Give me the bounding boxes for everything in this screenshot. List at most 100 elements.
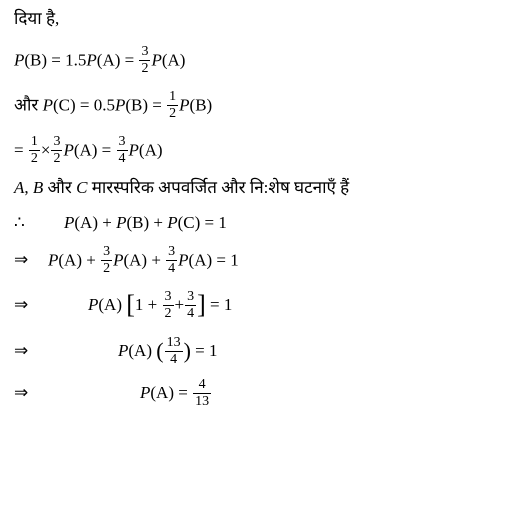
eq1-2: × — [41, 140, 51, 159]
pb-1: P — [14, 50, 24, 69]
i3-2: (A) — [128, 341, 156, 360]
frac-den: 2 — [29, 151, 40, 166]
therefore-symbol: ∴ — [14, 210, 48, 236]
frac-den: 2 — [51, 151, 62, 166]
i1-6: (A) = 1 — [189, 250, 239, 269]
th-4: (B) + — [126, 213, 167, 232]
frac-num: 3 — [51, 135, 62, 151]
mu-5: C — [76, 178, 87, 197]
frac-num: 3 — [163, 290, 174, 306]
line-imply2: ⇒P(A) [1 + 32+34] = 1 — [14, 287, 492, 326]
frac-den: 4 — [185, 306, 196, 321]
pb-6: (A) — [162, 50, 186, 69]
mu-1: A — [14, 178, 24, 197]
pc-4: P — [115, 95, 125, 114]
frac-3-4c: 34 — [185, 290, 196, 321]
i4-2: (A) = — [150, 383, 192, 402]
frac-3-2b: 32 — [51, 135, 62, 166]
eq1-6: (A) — [139, 140, 163, 159]
pb-3: P — [86, 50, 96, 69]
frac-den: 4 — [166, 261, 177, 276]
frac-3-2d: 32 — [163, 290, 174, 321]
imply-symbol-1: ⇒ — [14, 247, 48, 273]
frac-den: 2 — [163, 306, 174, 321]
line-pc: और P(C) = 0.5P(B) = 12P(B) — [14, 91, 492, 122]
i3-3: = 1 — [191, 341, 218, 360]
i2-3: 1 + — [135, 295, 162, 314]
frac-num: 3 — [139, 45, 150, 61]
i2-wrap: P(A) [1 + 32+34] = 1 — [48, 295, 232, 314]
line-imply3: ⇒P(A) (134) = 1 — [14, 336, 492, 369]
frac-3-2: 32 — [139, 45, 150, 76]
i2-1: P — [88, 295, 98, 314]
imply-symbol-4: ⇒ — [14, 380, 48, 406]
i2-4: + — [175, 295, 185, 314]
line-imply1: ⇒P(A) + 32P(A) + 34P(A) = 1 — [14, 246, 492, 277]
i1-2: (A) + — [58, 250, 100, 269]
frac-num: 4 — [193, 378, 211, 394]
frac-3-4b: 34 — [166, 245, 177, 276]
lparen: ( — [156, 334, 163, 367]
line-pb: P(B) = 1.5P(A) = 32P(A) — [14, 46, 492, 77]
frac-13-4: 134 — [165, 336, 183, 367]
pb-2: (B) = 1.5 — [24, 50, 86, 69]
i1-5: P — [178, 250, 188, 269]
eq1-5: P — [129, 140, 139, 159]
frac-1-2b: 12 — [29, 135, 40, 166]
frac-num: 3 — [117, 135, 128, 151]
frac-num: 13 — [165, 336, 183, 352]
frac-1-2: 12 — [167, 90, 178, 121]
eq1-1: = — [14, 140, 28, 159]
pb-5: P — [151, 50, 161, 69]
th-6: (C) = 1 — [178, 213, 227, 232]
line-imply4: ⇒P(A) = 413 — [14, 379, 492, 410]
frac-3-4: 34 — [117, 135, 128, 166]
frac-den: 4 — [117, 151, 128, 166]
eq1-3: P — [63, 140, 73, 159]
th-1: P — [64, 213, 74, 232]
pb-4: (A) = — [97, 50, 139, 69]
frac-den: 2 — [101, 261, 112, 276]
i3-1: P — [118, 341, 128, 360]
frac-den: 2 — [139, 61, 150, 76]
lbracket: [ — [126, 285, 135, 324]
imply-symbol-3: ⇒ — [14, 338, 48, 364]
frac-den: 2 — [167, 106, 178, 121]
pc-7: (B) — [190, 95, 213, 114]
frac-num: 3 — [185, 290, 196, 306]
frac-4-13: 413 — [193, 378, 211, 409]
text-given: दिया है, — [14, 9, 59, 28]
frac-den: 4 — [165, 352, 183, 367]
rbracket: ] — [197, 285, 206, 324]
th-2: (A) + — [74, 213, 116, 232]
imply-symbol-2: ⇒ — [14, 292, 48, 318]
frac-num: 3 — [166, 245, 177, 261]
th-5: P — [167, 213, 177, 232]
frac-num: 1 — [29, 135, 40, 151]
th-3: P — [116, 213, 126, 232]
eq1-4: (A) = — [74, 140, 116, 159]
pc-6: P — [179, 95, 189, 114]
frac-num: 1 — [167, 90, 178, 106]
frac-den: 13 — [193, 394, 211, 409]
pc-5: (B) = — [125, 95, 166, 114]
frac-num: 3 — [101, 245, 112, 261]
i1-3: P — [113, 250, 123, 269]
pc-2: P — [43, 95, 53, 114]
i1-4: (A) + — [123, 250, 165, 269]
rparen: ) — [184, 334, 191, 367]
line-therefore: ∴P(A) + P(B) + P(C) = 1 — [14, 210, 492, 236]
pc-3: (C) = 0.5 — [53, 95, 115, 114]
i3-wrap: P(A) (134) = 1 — [48, 341, 218, 360]
line-mutual: A, B और C मारस्परिक अपवर्जित और नि:शेष घ… — [14, 175, 492, 201]
frac-3-2c: 32 — [101, 245, 112, 276]
i2-5: = 1 — [206, 295, 233, 314]
i4-wrap: P(A) = 413 — [48, 383, 212, 402]
line-eq1: = 12×32P(A) = 34P(A) — [14, 136, 492, 167]
mu-6: मारस्परिक अपवर्जित और नि:शेष घटनाएँ हैं — [87, 178, 349, 197]
mu-2: , — [24, 178, 33, 197]
line-given: दिया है, — [14, 6, 492, 32]
mu-4: और — [43, 178, 76, 197]
i4-1: P — [140, 383, 150, 402]
i2-2: (A) — [98, 295, 126, 314]
